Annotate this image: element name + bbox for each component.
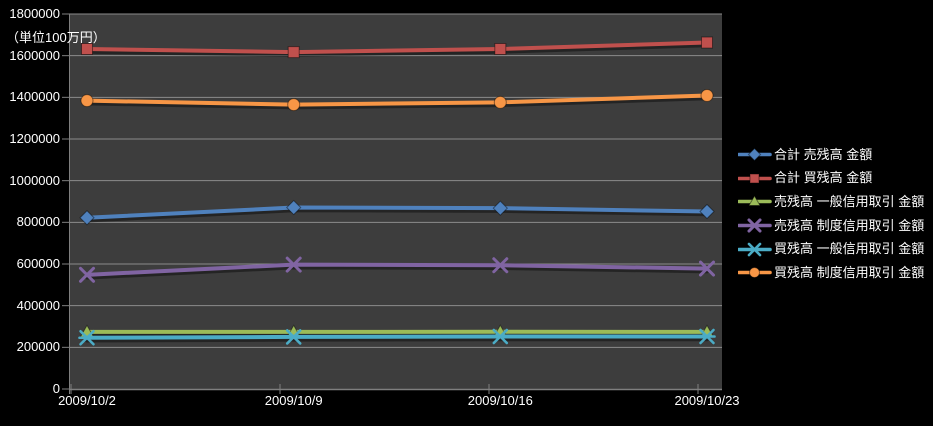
legend-marker-circle-icon [738,267,772,279]
legend-label: 買残高 制度信用取引 金額 [774,264,925,280]
legend-marker-diamond-icon [738,148,772,162]
y-axis-label: 1400000 [9,89,60,105]
series-3 [79,256,715,283]
legend-marker-x-icon [738,218,772,233]
circle-marker[interactable] [493,95,507,109]
x-axis-label: 2009/10/9 [264,393,323,408]
legend-label: 買残高 一般信用取引 金額 [774,241,925,257]
x-marker[interactable] [285,256,302,273]
y-axis-label: 400000 [16,297,60,313]
series-line[interactable] [85,334,709,340]
x-marker[interactable] [79,266,95,283]
legend-item-5[interactable]: 買残高 制度信用取引 金額 [738,261,924,285]
legend-marker-asterisk-icon [738,242,772,256]
y-axis-label: 0 [52,381,60,396]
series-line-shadow [84,336,710,343]
circle-marker[interactable] [700,88,714,102]
legend-item-3[interactable]: 売残高 制度信用取引 金額 [738,214,924,238]
square-marker[interactable] [81,43,93,55]
y-axis-label: 200000 [16,339,60,355]
square-marker[interactable] [287,46,300,59]
series-line-shadow [84,95,710,110]
diamond-marker[interactable] [79,210,95,226]
legend-marker-triangle-icon [738,195,772,207]
diamond-marker[interactable] [285,199,302,216]
legend-item-1[interactable]: 合計 買残高 金額 [738,167,924,191]
diamond-marker[interactable] [699,203,715,220]
legend-label: 売残高 一般信用取引 金額 [774,193,925,209]
series-4 [78,328,716,346]
series-line[interactable] [85,93,709,107]
square-marker[interactable] [749,173,760,184]
triangle-marker[interactable] [748,195,761,207]
y-axis-label: 1000000 [9,172,60,188]
series-line[interactable] [85,262,709,277]
legend: 合計 売残高 金額 合計 買残高 金額売残高 一般信用取引 金額 売残高 制度信用取… [738,143,924,285]
series-0 [79,199,715,226]
x-axis-label: 2009/10/23 [674,393,740,408]
x-axis-label: 2009/10/2 [58,393,116,408]
plot-area [69,14,722,389]
legend-item-2[interactable]: 売残高 一般信用取引 金額 [738,190,924,214]
x-marker[interactable] [747,218,762,233]
legend-item-4[interactable]: 買残高 一般信用取引 金額 [738,237,924,261]
x-axis-label: 2009/10/16 [467,393,533,408]
legend-label: 合計 買残高 金額 [774,170,873,186]
legend-marker-square-icon [738,173,772,184]
x-marker[interactable] [492,257,509,274]
unit-label: （単位100万円） [6,30,106,45]
square-marker[interactable] [494,43,507,55]
y-axis-label: 800000 [16,214,60,230]
diamond-marker[interactable] [492,200,509,216]
x-marker[interactable] [699,260,715,277]
circle-marker[interactable] [287,98,301,112]
series-line[interactable] [85,205,709,220]
y-axis-label: 1800000 [9,6,60,21]
legend-label: 合計 売残高 金額 [774,146,873,162]
circle-marker[interactable] [748,267,761,279]
circle-marker[interactable] [80,94,94,108]
series-1 [81,36,713,59]
series-line-shadow [84,207,710,223]
square-marker[interactable] [701,36,713,49]
y-axis-label: 1600000 [9,47,60,63]
series-line-shadow [84,264,710,280]
legend-label: 売残高 制度信用取引 金額 [774,217,925,233]
y-axis-label: 600000 [16,256,60,271]
diamond-marker[interactable] [747,148,762,162]
series-line-shadow [84,42,710,57]
series-line[interactable] [85,40,709,55]
y-axis-label: 1200000 [9,131,60,146]
series-5 [80,88,714,112]
legend-item-0[interactable]: 合計 売残高 金額 [738,143,924,167]
